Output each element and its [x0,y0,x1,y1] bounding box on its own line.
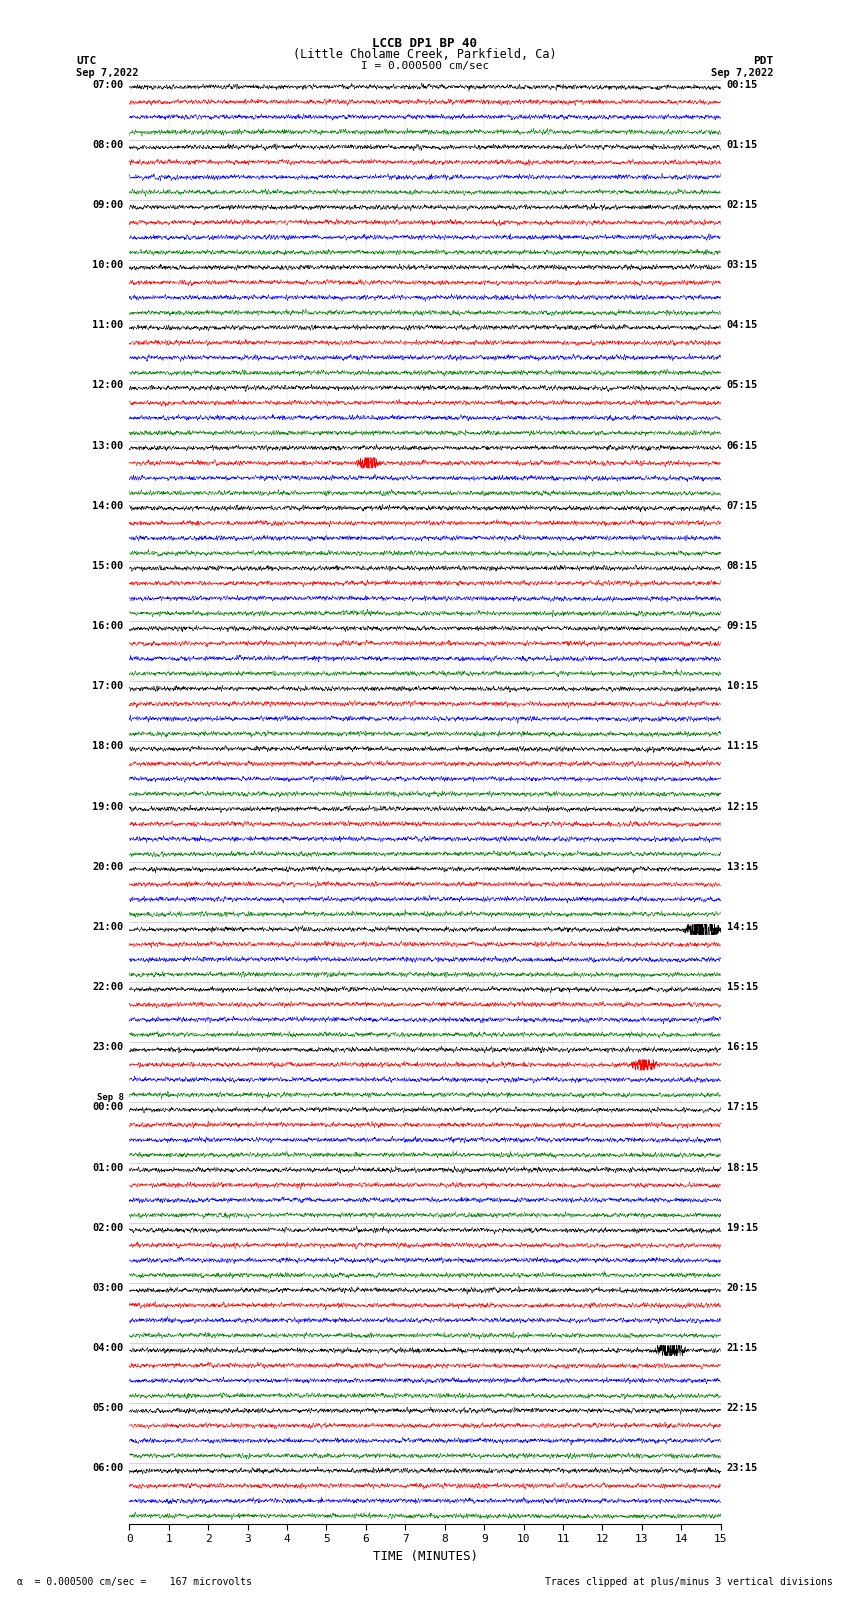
Text: 05:15: 05:15 [727,381,758,390]
Text: α  = 0.000500 cm/sec =    167 microvolts: α = 0.000500 cm/sec = 167 microvolts [17,1578,252,1587]
Text: 22:00: 22:00 [92,982,123,992]
Text: 20:15: 20:15 [727,1282,758,1294]
Text: 03:00: 03:00 [92,1282,123,1294]
Text: LCCB DP1 BP 40: LCCB DP1 BP 40 [372,37,478,50]
Text: 09:15: 09:15 [727,621,758,631]
Text: Sep 8: Sep 8 [97,1094,123,1102]
Text: 08:00: 08:00 [92,140,123,150]
Text: I = 0.000500 cm/sec: I = 0.000500 cm/sec [361,61,489,71]
Text: 03:15: 03:15 [727,260,758,269]
Text: 12:15: 12:15 [727,802,758,811]
Text: 04:15: 04:15 [727,321,758,331]
Text: 23:00: 23:00 [92,1042,123,1052]
Text: 07:15: 07:15 [727,500,758,511]
Text: 17:00: 17:00 [92,681,123,692]
Text: 15:00: 15:00 [92,561,123,571]
Text: 06:00: 06:00 [92,1463,123,1473]
Text: PDT: PDT [753,56,774,66]
Text: 08:15: 08:15 [727,561,758,571]
Text: 16:00: 16:00 [92,621,123,631]
Text: 17:15: 17:15 [727,1102,758,1113]
Text: UTC: UTC [76,56,97,66]
Text: (Little Cholame Creek, Parkfield, Ca): (Little Cholame Creek, Parkfield, Ca) [293,48,557,61]
Text: 10:15: 10:15 [727,681,758,692]
Text: 00:15: 00:15 [727,79,758,89]
Text: 18:00: 18:00 [92,742,123,752]
Text: 04:00: 04:00 [92,1344,123,1353]
Text: 21:00: 21:00 [92,923,123,932]
Text: 01:00: 01:00 [92,1163,123,1173]
Text: 02:15: 02:15 [727,200,758,210]
Text: 06:15: 06:15 [727,440,758,450]
Text: 14:15: 14:15 [727,923,758,932]
Text: 18:15: 18:15 [727,1163,758,1173]
Text: Sep 7,2022: Sep 7,2022 [711,68,774,77]
Text: 23:15: 23:15 [727,1463,758,1473]
Text: 13:15: 13:15 [727,861,758,871]
Text: 07:00: 07:00 [92,79,123,89]
Text: 21:15: 21:15 [727,1344,758,1353]
Text: 10:00: 10:00 [92,260,123,269]
Text: 00:00: 00:00 [92,1102,123,1113]
X-axis label: TIME (MINUTES): TIME (MINUTES) [372,1550,478,1563]
Text: 11:00: 11:00 [92,321,123,331]
Text: 01:15: 01:15 [727,140,758,150]
Text: 19:15: 19:15 [727,1223,758,1232]
Text: 13:00: 13:00 [92,440,123,450]
Text: 22:15: 22:15 [727,1403,758,1413]
Text: 09:00: 09:00 [92,200,123,210]
Text: 05:00: 05:00 [92,1403,123,1413]
Text: 02:00: 02:00 [92,1223,123,1232]
Text: 11:15: 11:15 [727,742,758,752]
Text: 12:00: 12:00 [92,381,123,390]
Text: Traces clipped at plus/minus 3 vertical divisions: Traces clipped at plus/minus 3 vertical … [545,1578,833,1587]
Text: 20:00: 20:00 [92,861,123,871]
Text: 15:15: 15:15 [727,982,758,992]
Text: Sep 7,2022: Sep 7,2022 [76,68,139,77]
Text: 16:15: 16:15 [727,1042,758,1052]
Text: 19:00: 19:00 [92,802,123,811]
Text: 14:00: 14:00 [92,500,123,511]
